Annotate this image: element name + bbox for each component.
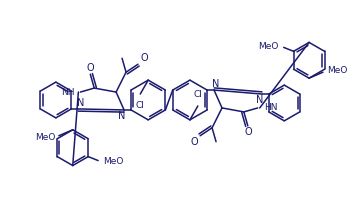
Text: MeO: MeO xyxy=(35,133,55,142)
Text: HN: HN xyxy=(264,103,277,112)
Text: O: O xyxy=(87,63,94,73)
Text: N: N xyxy=(77,98,84,108)
Text: O: O xyxy=(140,53,148,63)
Text: MeO: MeO xyxy=(327,66,347,75)
Text: N: N xyxy=(212,79,220,89)
Text: O: O xyxy=(190,137,198,147)
Text: MeO: MeO xyxy=(258,42,279,51)
Text: NH: NH xyxy=(61,88,75,97)
Text: N: N xyxy=(118,111,126,121)
Text: O: O xyxy=(244,127,252,137)
Text: MeO: MeO xyxy=(103,157,123,166)
Text: Cl: Cl xyxy=(136,101,145,110)
Text: Cl: Cl xyxy=(193,90,202,99)
Text: N: N xyxy=(256,95,263,105)
